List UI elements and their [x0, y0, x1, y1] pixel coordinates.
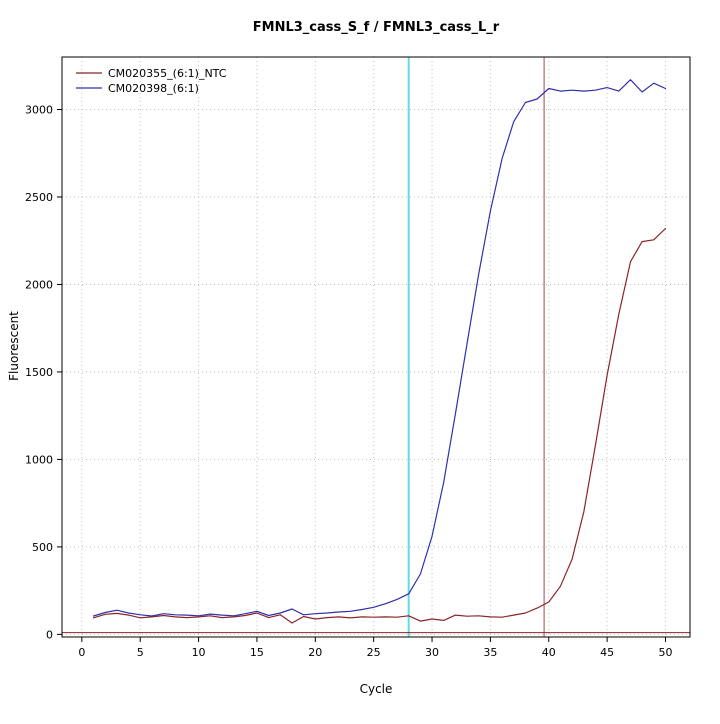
y-axis-label: Fluorescent — [7, 311, 21, 381]
legend-label-1: CM020398_(6:1) — [108, 82, 199, 95]
x-tick-label: 30 — [425, 646, 439, 659]
y-tick-label: 3000 — [25, 103, 53, 116]
x-tick-label: 10 — [192, 646, 206, 659]
x-tick-label: 25 — [367, 646, 381, 659]
plot-border — [61, 56, 691, 638]
series-line-1 — [92, 79, 667, 617]
x-tick-label: 40 — [542, 646, 556, 659]
x-tick-label: 35 — [483, 646, 497, 659]
x-tick-label: 15 — [250, 646, 264, 659]
y-tick-label: 1000 — [25, 453, 53, 466]
x-tick-label: 0 — [78, 646, 85, 659]
x-tick-label: 5 — [137, 646, 144, 659]
x-tick-label: 45 — [600, 646, 614, 659]
y-tick-label: 1500 — [25, 366, 53, 379]
y-tick-label: 2000 — [25, 278, 53, 291]
series-line-0 — [92, 227, 667, 624]
y-tick-label: 0 — [46, 628, 53, 641]
y-tick-label: 2500 — [25, 191, 53, 204]
chart-title: FMNL3_cass_S_f / FMNL3_cass_L_r — [252, 20, 500, 35]
legend-label-0: CM020355_(6:1)_NTC — [108, 67, 227, 80]
x-axis-label: Cycle — [359, 682, 393, 696]
x-tick-label: 50 — [658, 646, 672, 659]
x-tick-label: 20 — [308, 646, 322, 659]
y-tick-label: 500 — [32, 541, 53, 554]
